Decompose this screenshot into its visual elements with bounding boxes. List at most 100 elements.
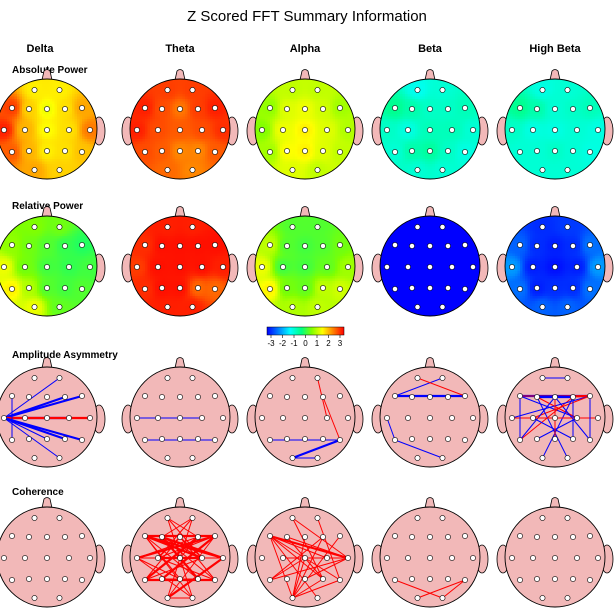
power-cell xyxy=(265,116,268,120)
power-cell xyxy=(17,146,20,150)
power-cell xyxy=(142,101,146,105)
power-cell xyxy=(402,131,406,135)
power-cell xyxy=(12,144,15,147)
power-cell xyxy=(0,131,3,135)
power-cell xyxy=(7,149,10,152)
power-cell xyxy=(187,96,191,100)
power-cell xyxy=(477,129,480,132)
power-cell xyxy=(390,129,393,132)
power-cell xyxy=(152,154,156,157)
power-cell xyxy=(205,81,208,85)
power-cell xyxy=(262,116,266,120)
power-cell xyxy=(312,106,316,110)
power-cell xyxy=(42,116,45,120)
power-cell xyxy=(405,81,408,85)
power-cell xyxy=(260,131,263,135)
power-cell xyxy=(465,119,468,122)
power-cell xyxy=(162,116,166,120)
power-cell xyxy=(74,151,78,155)
power-cell xyxy=(22,124,25,127)
power-cell xyxy=(332,159,336,162)
power-cell xyxy=(69,116,73,120)
power-cell xyxy=(17,99,20,102)
power-cell xyxy=(265,109,268,112)
power-cell xyxy=(77,164,80,167)
power-cell xyxy=(34,99,38,102)
power-cell xyxy=(207,156,211,160)
power-cell xyxy=(402,124,406,127)
power-cell xyxy=(437,114,441,117)
power-cell xyxy=(307,124,311,127)
power-cell xyxy=(142,99,146,102)
power-cell xyxy=(29,129,33,132)
power-cell xyxy=(175,171,178,175)
power-cell xyxy=(185,159,188,162)
power-cell xyxy=(172,129,176,132)
power-cell xyxy=(307,176,311,179)
power-cell xyxy=(210,126,213,130)
power-cell xyxy=(27,91,30,95)
power-cell xyxy=(327,156,331,160)
power-cell xyxy=(67,121,70,125)
power-cell xyxy=(227,106,230,110)
power-cell xyxy=(132,154,136,157)
power-cell xyxy=(305,131,308,135)
power-cell xyxy=(172,169,176,172)
power-cell xyxy=(467,126,471,130)
power-cell xyxy=(340,89,343,92)
power-cell xyxy=(217,124,221,127)
power-cell xyxy=(54,139,58,142)
power-cell xyxy=(145,114,148,117)
power-cell xyxy=(185,149,188,152)
power-cell xyxy=(457,126,461,130)
power-cell xyxy=(24,111,28,115)
power-cell xyxy=(0,101,3,105)
power-cell xyxy=(22,106,25,110)
power-cell xyxy=(49,101,53,105)
power-cell xyxy=(19,119,23,122)
power-cell xyxy=(132,114,136,117)
power-cell xyxy=(202,164,206,167)
power-cell xyxy=(94,136,97,140)
power-cell xyxy=(52,124,55,127)
power-cell xyxy=(69,159,73,162)
power-cell xyxy=(192,104,196,107)
power-cell xyxy=(172,131,176,135)
power-cell xyxy=(137,154,141,157)
power-cell xyxy=(217,114,221,117)
power-cell xyxy=(425,99,428,102)
power-cell xyxy=(59,119,63,122)
power-cell xyxy=(74,96,78,100)
power-cell xyxy=(405,89,408,92)
power-cell xyxy=(147,161,151,165)
power-cell xyxy=(172,106,176,110)
power-cell xyxy=(460,101,463,105)
power-cell xyxy=(192,99,196,102)
power-cell xyxy=(315,146,318,150)
power-cell xyxy=(54,104,58,107)
power-cell xyxy=(445,124,448,127)
power-cell xyxy=(135,136,138,140)
power-cell xyxy=(137,124,141,127)
power-cell xyxy=(157,96,161,100)
power-cell xyxy=(282,136,286,140)
power-cell xyxy=(180,79,183,82)
power-cell xyxy=(87,106,90,110)
power-cell xyxy=(262,119,266,122)
power-cell xyxy=(9,89,13,92)
power-cell xyxy=(427,104,431,107)
power-cell xyxy=(175,89,178,92)
power-cell xyxy=(265,119,268,122)
power-cell xyxy=(147,109,151,112)
power-cell xyxy=(345,161,348,165)
power-cell xyxy=(387,104,391,107)
power-cell xyxy=(19,159,23,162)
power-cell xyxy=(457,121,461,125)
power-cell xyxy=(52,169,55,172)
power-cell xyxy=(155,134,158,137)
power-cell xyxy=(322,171,326,175)
power-cell xyxy=(415,106,418,110)
power-cell xyxy=(89,139,93,142)
power-cell xyxy=(275,99,278,102)
power-cell xyxy=(12,96,15,100)
